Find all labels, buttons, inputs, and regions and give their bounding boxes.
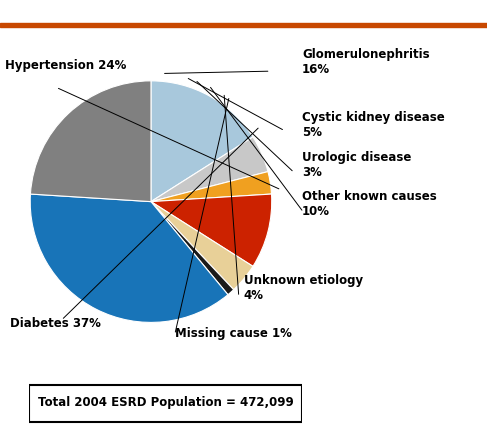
- Text: Missing cause 1%: Missing cause 1%: [175, 327, 292, 340]
- Wedge shape: [151, 202, 234, 295]
- Text: Total 2004 ESRD Population = 472,099: Total 2004 ESRD Population = 472,099: [37, 396, 294, 409]
- Text: www.medscape.com: www.medscape.com: [185, 6, 292, 16]
- Text: Other known causes
10%: Other known causes 10%: [302, 190, 437, 218]
- Text: Hypertension 24%: Hypertension 24%: [5, 59, 126, 72]
- Wedge shape: [151, 202, 253, 290]
- Text: Diabetes 37%: Diabetes 37%: [10, 317, 101, 329]
- Text: Cystic kidney disease
5%: Cystic kidney disease 5%: [302, 111, 445, 139]
- Wedge shape: [151, 194, 272, 266]
- Wedge shape: [151, 172, 272, 202]
- Bar: [0, 23, 487, 27]
- Wedge shape: [30, 194, 228, 323]
- Text: Glomerulonephritis
16%: Glomerulonephritis 16%: [302, 48, 430, 76]
- Wedge shape: [30, 81, 151, 202]
- Wedge shape: [151, 81, 253, 202]
- Text: Urologic disease
3%: Urologic disease 3%: [302, 151, 412, 178]
- Wedge shape: [151, 137, 268, 202]
- Text: Unknown etiology
4%: Unknown etiology 4%: [244, 274, 363, 302]
- Text: Medscape®: Medscape®: [7, 6, 76, 16]
- FancyBboxPatch shape: [29, 385, 302, 422]
